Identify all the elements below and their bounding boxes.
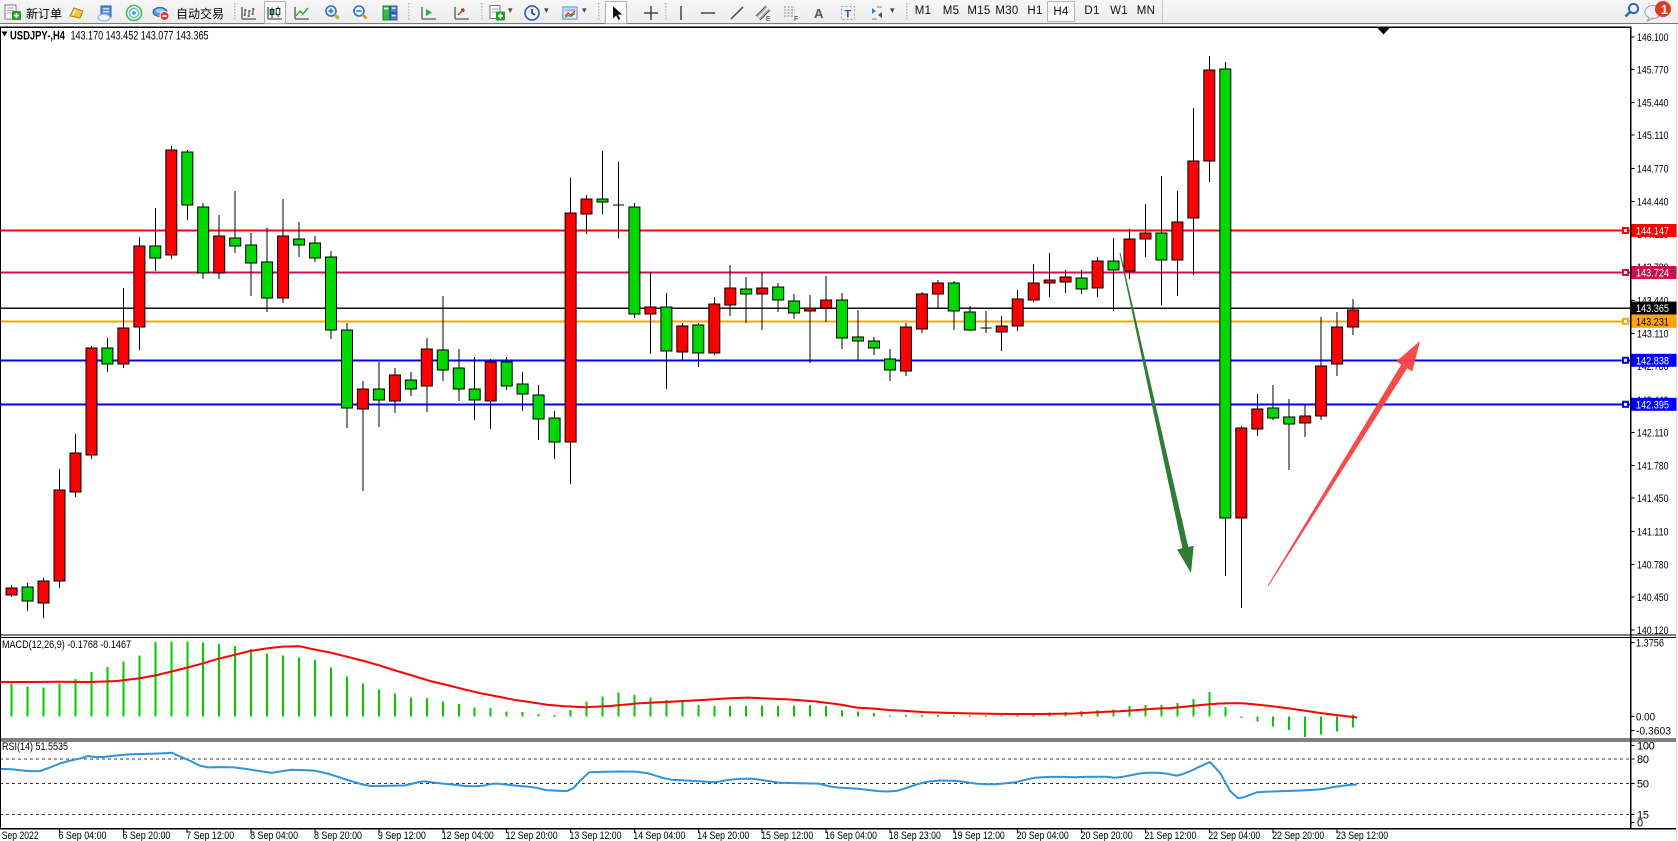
svg-text:23 Sep 12:00: 23 Sep 12:00 — [1336, 830, 1388, 841]
svg-text:144.770: 144.770 — [1637, 164, 1669, 176]
svg-text:5 Sep 2022: 5 Sep 2022 — [0, 830, 39, 841]
svg-text:50: 50 — [1637, 779, 1649, 791]
svg-text:144.147: 144.147 — [1636, 226, 1669, 238]
svg-text:T: T — [845, 8, 852, 20]
svg-text:140.120: 140.120 — [1637, 625, 1669, 637]
svg-text:140.450: 140.450 — [1637, 592, 1669, 604]
svg-text:F: F — [794, 16, 798, 22]
svg-text:20 Sep 04:00: 20 Sep 04:00 — [1017, 830, 1069, 841]
svg-text:20 Sep 20:00: 20 Sep 20:00 — [1081, 830, 1133, 841]
svg-text:14 Sep 04:00: 14 Sep 04:00 — [633, 830, 685, 841]
svg-text:13 Sep 12:00: 13 Sep 12:00 — [570, 830, 622, 841]
svg-text:21 Sep 12:00: 21 Sep 12:00 — [1144, 830, 1196, 841]
svg-text:142.395: 142.395 — [1636, 399, 1669, 411]
svg-text:80: 80 — [1637, 754, 1649, 766]
svg-text:100: 100 — [1637, 741, 1655, 753]
svg-text:12 Sep 20:00: 12 Sep 20:00 — [506, 830, 558, 841]
svg-text:0: 0 — [1637, 818, 1643, 830]
svg-text:145.440: 145.440 — [1637, 97, 1669, 109]
svg-text:6 Sep 04:00: 6 Sep 04:00 — [59, 830, 107, 841]
svg-text:15: 15 — [1637, 810, 1649, 822]
svg-text:15 Sep 12:00: 15 Sep 12:00 — [761, 830, 813, 841]
svg-text:142.110: 142.110 — [1637, 428, 1669, 440]
svg-text:14 Sep 20:00: 14 Sep 20:00 — [697, 830, 749, 841]
svg-text:142.838: 142.838 — [1636, 355, 1669, 367]
svg-text:145.770: 145.770 — [1637, 65, 1669, 77]
svg-text:8 Sep 20:00: 8 Sep 20:00 — [314, 830, 362, 841]
svg-text:145.110: 145.110 — [1637, 130, 1669, 142]
svg-text:1.3756: 1.3756 — [1636, 638, 1664, 650]
svg-text:143.170 143.452 143.077 143.36: 143.170 143.452 143.077 143.365 — [71, 31, 209, 43]
svg-text:9 Sep 12:00: 9 Sep 12:00 — [378, 830, 426, 841]
svg-text:16 Sep 04:00: 16 Sep 04:00 — [825, 830, 877, 841]
svg-text:143.110: 143.110 — [1637, 328, 1669, 340]
svg-text:141.450: 141.450 — [1637, 493, 1669, 505]
svg-text:A: A — [814, 6, 824, 21]
svg-text:MACD(12,26,9) -0.1768 -0.1467: MACD(12,26,9) -0.1768 -0.1467 — [2, 639, 131, 651]
svg-text:143.231: 143.231 — [1636, 316, 1669, 328]
svg-text:-0.3603: -0.3603 — [1636, 725, 1671, 737]
svg-text:USDJPY-,H4: USDJPY-,H4 — [10, 31, 65, 43]
svg-text:143.365: 143.365 — [1636, 303, 1669, 315]
svg-text:22 Sep 20:00: 22 Sep 20:00 — [1272, 830, 1324, 841]
svg-text:12 Sep 04:00: 12 Sep 04:00 — [442, 830, 494, 841]
svg-text:146.100: 146.100 — [1637, 32, 1669, 44]
svg-text:140.780: 140.780 — [1637, 559, 1669, 571]
svg-text:8 Sep 04:00: 8 Sep 04:00 — [250, 830, 298, 841]
svg-text:22 Sep 04:00: 22 Sep 04:00 — [1208, 830, 1260, 841]
svg-text:18 Sep 23:00: 18 Sep 23:00 — [889, 830, 941, 841]
svg-text:RSI(14) 51.5535: RSI(14) 51.5535 — [2, 741, 68, 753]
svg-text:6 Sep 20:00: 6 Sep 20:00 — [122, 830, 170, 841]
svg-text:141.110: 141.110 — [1637, 527, 1669, 539]
svg-text:0.00: 0.00 — [1636, 712, 1655, 724]
svg-text:E: E — [766, 16, 771, 22]
svg-text:7 Sep 12:00: 7 Sep 12:00 — [186, 830, 234, 841]
svg-text:143.724: 143.724 — [1636, 268, 1669, 280]
svg-text:1: 1 — [1661, 2, 1668, 17]
svg-text:141.780: 141.780 — [1637, 460, 1669, 472]
svg-text:19 Sep 12:00: 19 Sep 12:00 — [953, 830, 1005, 841]
svg-text:144.440: 144.440 — [1637, 196, 1669, 208]
